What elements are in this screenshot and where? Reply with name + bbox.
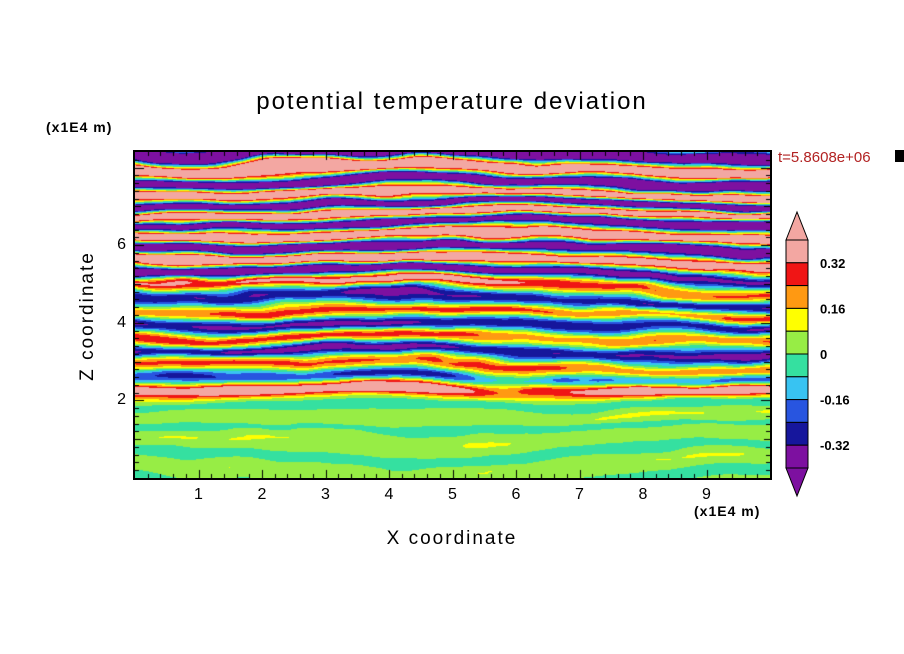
colorbar-tick-label: 0.16 (820, 301, 845, 316)
x-tick-label: 3 (321, 486, 330, 503)
x-tick-label: 1 (194, 486, 203, 503)
x-tick-label: 5 (448, 486, 457, 503)
colorbar-segment (785, 307, 809, 332)
colorbar-tick-label: 0.32 (820, 256, 845, 271)
y-axis-title: Z coordinate (77, 251, 98, 381)
y-tick-label: 4 (117, 313, 126, 331)
y-tick-label: 6 (117, 236, 126, 254)
colorbar-segment (785, 239, 809, 264)
x-tick-label: 6 (511, 486, 521, 503)
colorbar-tick-label: 0 (820, 347, 827, 362)
colorbar-segment (785, 330, 809, 355)
x-axis-unit-label: (x1E4 m) (694, 503, 761, 519)
contour-field-canvas (135, 152, 770, 478)
chart-title: potential temperature deviation (256, 88, 648, 115)
x-tick-label: 7 (575, 486, 584, 503)
colorbar: 0.32 0.16 0 -0.16 -0.32 (785, 210, 850, 498)
colorbar-segment (785, 285, 809, 309)
colorbar-segment (785, 353, 809, 378)
colorbar-arrow-top-icon (785, 210, 809, 241)
colorbar-segment (785, 399, 809, 423)
colorbar-segment (785, 376, 809, 401)
colorbar-tick-label: -0.16 (820, 393, 850, 408)
colorbar-segment (785, 262, 809, 287)
x-tick-label: 8 (638, 486, 648, 503)
colorbar-arrow-bottom-icon (785, 467, 809, 498)
plot-frame (133, 150, 772, 480)
y-axis-unit-label: (x1E4 m) (46, 119, 113, 135)
frame-corner-marker (895, 150, 904, 162)
colorbar-tick-label: -0.32 (820, 438, 850, 453)
x-tick-label: 4 (384, 486, 394, 503)
x-axis-title: X coordinate (386, 528, 518, 549)
y-tick-label: 2 (117, 391, 126, 409)
x-tick-label: 2 (257, 486, 267, 503)
colorbar-segment (785, 421, 809, 446)
time-label: t=5.8608e+06 (778, 149, 871, 166)
x-tick-label: 9 (702, 486, 711, 503)
colorbar-segment (785, 444, 809, 469)
